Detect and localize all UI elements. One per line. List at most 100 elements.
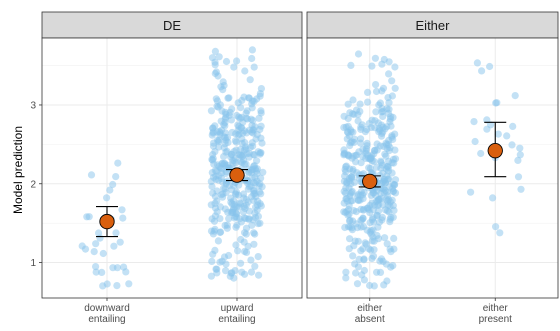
data-point bbox=[348, 138, 356, 146]
data-point bbox=[248, 46, 256, 54]
data-point bbox=[85, 213, 93, 221]
data-point bbox=[211, 166, 219, 175]
panel-border bbox=[41, 37, 303, 299]
data-point bbox=[211, 47, 219, 56]
data-point bbox=[344, 122, 352, 130]
data-point bbox=[228, 186, 236, 194]
data-point bbox=[349, 96, 357, 104]
data-point bbox=[362, 147, 370, 155]
data-point bbox=[347, 61, 355, 69]
data-point bbox=[352, 106, 361, 114]
data-point bbox=[208, 257, 216, 265]
data-point bbox=[345, 132, 354, 140]
data-point bbox=[371, 54, 379, 62]
data-point bbox=[222, 260, 230, 268]
data-point bbox=[240, 238, 248, 246]
data-point bbox=[346, 235, 354, 243]
data-point bbox=[109, 264, 117, 272]
data-point bbox=[378, 216, 386, 224]
panel-border bbox=[306, 37, 559, 299]
data-point bbox=[345, 245, 353, 253]
x-tick-label: absent bbox=[355, 314, 385, 325]
data-point bbox=[242, 224, 251, 232]
data-point bbox=[224, 94, 232, 102]
data-point bbox=[389, 135, 397, 143]
data-point bbox=[230, 63, 238, 71]
data-point bbox=[372, 81, 380, 89]
panel-strip bbox=[306, 11, 559, 39]
data-point bbox=[245, 94, 253, 102]
data-point bbox=[375, 201, 383, 209]
data-point bbox=[509, 122, 517, 130]
panel-strip-label: DE bbox=[163, 18, 181, 33]
data-point bbox=[391, 63, 399, 71]
data-point bbox=[232, 130, 240, 138]
data-point bbox=[216, 258, 224, 266]
data-point bbox=[367, 154, 375, 162]
data-point bbox=[380, 142, 388, 150]
data-point bbox=[247, 256, 255, 264]
data-point bbox=[351, 237, 359, 245]
data-point bbox=[367, 246, 375, 254]
data-point bbox=[98, 268, 106, 276]
data-point bbox=[354, 117, 362, 125]
data-point bbox=[209, 230, 217, 238]
data-point bbox=[250, 240, 258, 248]
data-point bbox=[109, 180, 117, 189]
data-point bbox=[391, 176, 400, 184]
data-point bbox=[343, 197, 351, 205]
x-tick-label: entailing bbox=[218, 314, 255, 325]
data-point bbox=[366, 281, 374, 290]
data-point bbox=[360, 189, 368, 197]
data-point bbox=[384, 175, 392, 184]
panel-background bbox=[42, 38, 302, 298]
data-point bbox=[112, 173, 120, 181]
data-point bbox=[359, 245, 367, 253]
data-point bbox=[470, 118, 478, 126]
panels-layer: DEdownwardentailingupwardentailing123Eit… bbox=[30, 11, 559, 325]
data-point bbox=[390, 206, 398, 214]
data-point bbox=[343, 178, 351, 186]
data-point bbox=[125, 280, 133, 288]
data-point bbox=[256, 188, 264, 196]
data-point bbox=[227, 150, 236, 158]
data-point bbox=[247, 268, 256, 276]
x-tick-label: either bbox=[483, 303, 509, 314]
data-point bbox=[373, 140, 381, 148]
data-point bbox=[221, 122, 229, 130]
data-point bbox=[242, 248, 251, 256]
data-point bbox=[207, 107, 215, 115]
data-point bbox=[211, 199, 219, 207]
data-point bbox=[235, 203, 243, 211]
data-point bbox=[486, 62, 494, 71]
data-point bbox=[242, 160, 250, 168]
data-point bbox=[371, 117, 379, 125]
data-point bbox=[373, 187, 381, 195]
data-point bbox=[354, 50, 363, 58]
data-point bbox=[228, 209, 236, 217]
data-point bbox=[207, 272, 215, 280]
data-point bbox=[208, 54, 217, 62]
data-point bbox=[359, 214, 367, 222]
data-point bbox=[349, 152, 357, 160]
data-point bbox=[222, 148, 230, 156]
data-point bbox=[252, 135, 260, 143]
y-axis-title: Model prediction bbox=[11, 126, 25, 214]
data-point bbox=[246, 76, 254, 84]
data-point bbox=[353, 280, 362, 288]
data-point bbox=[349, 165, 357, 173]
data-point bbox=[376, 268, 385, 276]
data-point bbox=[374, 207, 383, 215]
data-point bbox=[230, 214, 238, 222]
data-point bbox=[221, 108, 229, 116]
data-point bbox=[256, 180, 264, 188]
data-point bbox=[113, 282, 121, 290]
data-point bbox=[388, 184, 397, 193]
data-point bbox=[233, 57, 241, 65]
data-point bbox=[376, 126, 384, 134]
data-point bbox=[390, 234, 398, 242]
data-point bbox=[381, 234, 389, 242]
data-point bbox=[247, 182, 255, 190]
data-point bbox=[248, 54, 256, 63]
